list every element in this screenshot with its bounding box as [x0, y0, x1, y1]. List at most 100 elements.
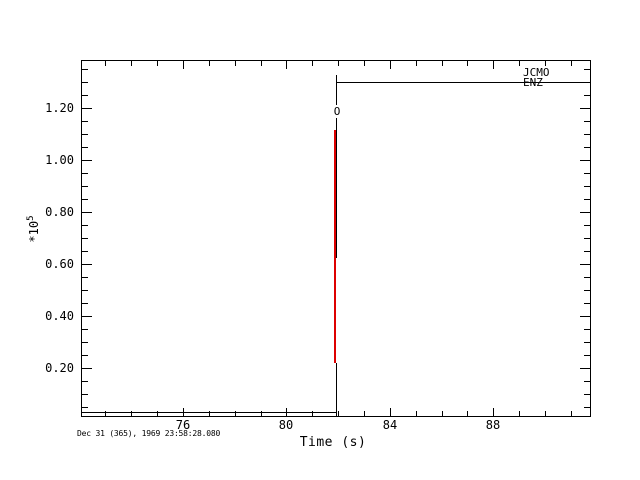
trace-segment	[82, 412, 337, 413]
y-tick-minor-right	[584, 251, 590, 252]
y-tick-minor	[82, 407, 88, 408]
file-start-time: Dec 31 (365), 1969 23:58:28.080	[77, 429, 221, 438]
x-tick-major-top	[493, 61, 494, 69]
y-tick-minor-right	[584, 290, 590, 291]
y-tick-major-right	[580, 108, 590, 109]
y-tick-minor-right	[584, 173, 590, 174]
y-tick-major-right	[580, 368, 590, 369]
x-tick-minor	[338, 411, 339, 416]
plot-frame	[81, 60, 591, 417]
y-tick-minor	[82, 381, 88, 382]
x-tick-minor-top	[131, 61, 132, 66]
y-tick-label: 0.20	[45, 361, 74, 375]
x-tick-minor	[364, 411, 365, 416]
x-tick-minor	[209, 411, 210, 416]
x-tick-minor-top	[105, 61, 106, 66]
x-tick-minor-top	[338, 61, 339, 66]
x-tick-label: 84	[382, 418, 398, 432]
x-tick-minor-top	[571, 61, 572, 66]
x-tick-label: 76	[175, 418, 191, 432]
x-tick-major-top	[390, 61, 391, 69]
y-tick-minor-right	[584, 329, 590, 330]
x-tick-minor-top	[545, 61, 546, 66]
y-tick-minor-right	[584, 134, 590, 135]
y-tick-minor	[82, 199, 88, 200]
y-tick-minor	[82, 134, 88, 135]
x-tick-minor-top	[519, 61, 520, 66]
x-tick-major-top	[286, 61, 287, 69]
x-tick-major	[390, 408, 391, 416]
x-tick-minor	[312, 411, 313, 416]
channel-label: ENZ	[523, 76, 543, 89]
station-label: JCMO	[523, 66, 550, 79]
x-tick-minor-top	[157, 61, 158, 66]
y-tick-major	[82, 108, 92, 109]
y-tick-minor-right	[584, 407, 590, 408]
y-tick-minor	[82, 277, 88, 278]
y-tick-minor-right	[584, 225, 590, 226]
y-tick-minor	[82, 251, 88, 252]
origin-marker-line	[334, 130, 336, 363]
y-tick-minor-right	[584, 147, 590, 148]
y-tick-minor-right	[584, 95, 590, 96]
y-tick-minor	[82, 121, 88, 122]
x-tick-minor-top	[235, 61, 236, 66]
y-tick-minor-right	[584, 277, 590, 278]
x-tick-minor	[416, 411, 417, 416]
y-tick-major-right	[580, 316, 590, 317]
y-tick-label: 0.40	[45, 309, 74, 323]
y-tick-minor	[82, 186, 88, 187]
x-tick-minor	[235, 411, 236, 416]
y-axis-scale-mantissa: *10	[27, 220, 41, 243]
y-tick-minor	[82, 303, 88, 304]
y-tick-minor-right	[584, 69, 590, 70]
y-tick-minor-right	[584, 199, 590, 200]
y-tick-minor	[82, 173, 88, 174]
x-tick-label: 80	[278, 418, 294, 432]
step-line-upper	[336, 75, 337, 258]
x-axis-title: Time (s)	[299, 435, 367, 450]
x-tick-minor-top	[209, 61, 210, 66]
x-tick-minor	[261, 411, 262, 416]
x-tick-label: 88	[485, 418, 501, 432]
y-tick-minor	[82, 69, 88, 70]
y-tick-minor-right	[584, 394, 590, 395]
y-tick-major-right	[580, 160, 590, 161]
step-line-lower	[336, 363, 337, 416]
x-tick-minor	[131, 411, 132, 416]
x-tick-minor	[157, 411, 158, 416]
x-tick-minor	[545, 411, 546, 416]
x-tick-minor-top	[442, 61, 443, 66]
y-tick-minor-right	[584, 121, 590, 122]
y-tick-label: 1.00	[45, 153, 74, 167]
x-tick-minor-top	[261, 61, 262, 66]
y-tick-minor	[82, 329, 88, 330]
y-tick-major-right	[580, 212, 590, 213]
y-tick-label: 1.20	[45, 101, 74, 115]
x-tick-minor	[442, 411, 443, 416]
y-tick-minor	[82, 342, 88, 343]
y-axis-scale-label: *105	[23, 201, 41, 257]
y-tick-minor	[82, 238, 88, 239]
y-tick-major-right	[580, 264, 590, 265]
y-tick-minor	[82, 355, 88, 356]
trace-segment	[336, 82, 591, 83]
origin-marker-label: O	[332, 105, 342, 118]
y-tick-minor-right	[584, 303, 590, 304]
x-tick-minor-top	[416, 61, 417, 66]
y-tick-label: 0.60	[45, 257, 74, 271]
x-tick-minor	[571, 411, 572, 416]
y-tick-major	[82, 264, 92, 265]
y-tick-minor	[82, 95, 88, 96]
x-tick-major	[493, 408, 494, 416]
x-tick-major-top	[183, 61, 184, 69]
y-tick-minor-right	[584, 342, 590, 343]
y-axis-scale-exponent: 5	[26, 215, 36, 221]
y-tick-minor	[82, 290, 88, 291]
y-tick-minor	[82, 225, 88, 226]
y-tick-minor-right	[584, 355, 590, 356]
y-tick-minor-right	[584, 238, 590, 239]
y-tick-major	[82, 212, 92, 213]
x-tick-minor-top	[312, 61, 313, 66]
y-tick-minor	[82, 147, 88, 148]
